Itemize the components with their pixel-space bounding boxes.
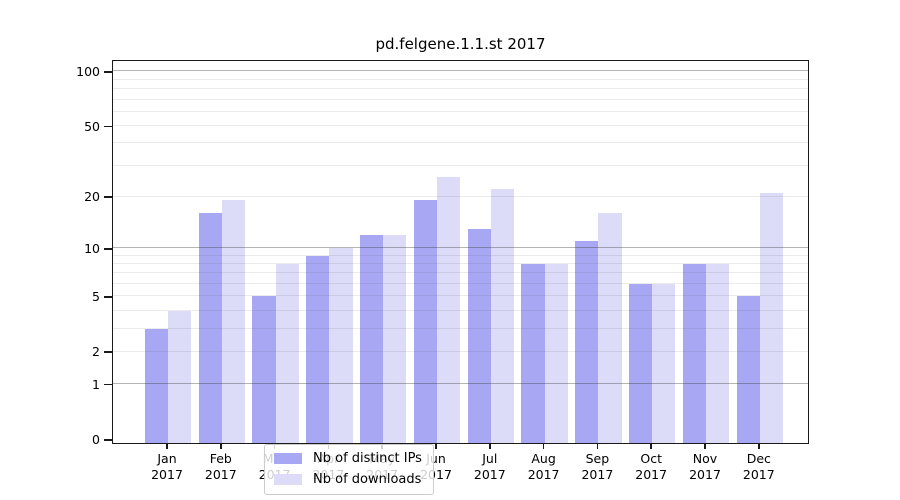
bar-ips-apr bbox=[306, 255, 330, 443]
gridline-minor bbox=[113, 309, 808, 311]
y-tick-label: 50 bbox=[84, 118, 100, 134]
x-tick-label: Oct 2017 bbox=[635, 451, 668, 482]
y-tick-label: 20 bbox=[84, 189, 100, 205]
gridline-minor bbox=[113, 142, 808, 144]
y-tick bbox=[104, 351, 112, 354]
bar-ips-jun bbox=[413, 200, 437, 443]
y-tick-label: 0 bbox=[92, 432, 100, 447]
x-tick bbox=[435, 444, 437, 449]
x-tick bbox=[220, 444, 222, 449]
gridline-major bbox=[113, 70, 808, 72]
x-tick-label: Nov 2017 bbox=[689, 451, 721, 482]
chart-title: pd.felgene.1.1.st 2017 bbox=[375, 35, 546, 53]
gridline-minor bbox=[113, 272, 808, 274]
gridline-minor bbox=[113, 350, 808, 352]
bar-downloads-may bbox=[383, 234, 407, 443]
y-tick-label: 10 bbox=[84, 241, 100, 256]
bar-ips-feb bbox=[198, 213, 222, 443]
gridline-minor bbox=[113, 295, 808, 297]
x-tick-label: Feb 2017 bbox=[204, 451, 237, 482]
x-tick bbox=[758, 444, 760, 449]
y-tick-label: 100 bbox=[76, 64, 100, 80]
y-tick bbox=[104, 196, 112, 199]
bar-ips-oct bbox=[628, 284, 653, 443]
x-tick bbox=[650, 444, 652, 449]
gridline-minor bbox=[113, 195, 808, 197]
bar-downloads-oct bbox=[652, 284, 676, 443]
plot-area bbox=[112, 60, 809, 444]
bar-downloads-jul bbox=[490, 189, 515, 443]
y-tick bbox=[104, 71, 112, 73]
bar-downloads-mar bbox=[275, 264, 299, 443]
y-tick bbox=[104, 296, 112, 298]
bar-ips-nov bbox=[682, 264, 706, 443]
gridline-minor bbox=[113, 110, 808, 112]
gridline-minor bbox=[113, 78, 808, 80]
bar-downloads-sep bbox=[598, 213, 622, 443]
y-tick bbox=[104, 125, 112, 128]
bar-downloads-aug bbox=[544, 264, 568, 443]
x-tick-label: Dec 2017 bbox=[742, 451, 775, 482]
bar-downloads-dec bbox=[759, 192, 784, 443]
y-tick-label: 1 bbox=[92, 376, 100, 392]
bar-ips-dec bbox=[736, 296, 760, 443]
x-tick-label: Jan 2017 bbox=[151, 451, 183, 482]
gridline-major bbox=[113, 247, 808, 248]
legend-row-ips: Nb of distinct IPs bbox=[274, 451, 422, 466]
legend-swatch-downloads bbox=[274, 474, 302, 485]
bar-ips-sep bbox=[575, 241, 599, 443]
gridline-minor bbox=[113, 283, 808, 284]
bar-ips-jul bbox=[467, 228, 491, 443]
x-tick bbox=[166, 444, 168, 449]
gridline-minor bbox=[113, 263, 808, 264]
bar-downloads-nov bbox=[706, 264, 730, 443]
x-tick-label: Aug 2017 bbox=[527, 451, 560, 482]
bar-downloads-apr bbox=[329, 248, 353, 443]
gridline-minor bbox=[113, 327, 808, 329]
legend-row-downloads: Nb of downloads bbox=[274, 472, 422, 487]
gridline-minor bbox=[113, 164, 808, 166]
y-tick-label: 5 bbox=[92, 289, 100, 305]
bar-downloads-jan bbox=[168, 310, 192, 443]
x-tick bbox=[542, 444, 545, 449]
bar-downloads-jun bbox=[437, 176, 461, 443]
gridline-minor bbox=[113, 98, 808, 100]
y-tick bbox=[104, 439, 112, 441]
gridline-minor bbox=[113, 124, 808, 126]
bar-ips-aug bbox=[521, 264, 545, 443]
bar-ips-jan bbox=[144, 328, 168, 443]
x-tick-label: Jul 2017 bbox=[473, 451, 506, 482]
legend-label-downloads: Nb of downloads bbox=[313, 472, 422, 487]
y-tick-label: 2 bbox=[92, 344, 100, 360]
x-tick bbox=[704, 444, 706, 449]
legend-label-ips: Nb of distinct IPs bbox=[313, 451, 422, 466]
bar-ips-mar bbox=[252, 296, 276, 443]
y-tick bbox=[104, 248, 112, 250]
x-tick bbox=[489, 444, 491, 449]
gridline-minor bbox=[113, 254, 808, 256]
y-tick bbox=[104, 383, 112, 386]
bar-downloads-feb bbox=[221, 200, 246, 443]
legend: Nb of distinct IPs Nb of downloads bbox=[264, 444, 434, 495]
legend-swatch-ips bbox=[274, 453, 302, 464]
x-tick-label: Sep 2017 bbox=[581, 451, 614, 482]
x-tick bbox=[596, 444, 599, 449]
bar-ips-may bbox=[359, 234, 384, 443]
gridline-major bbox=[113, 382, 808, 384]
gridline-minor bbox=[113, 88, 808, 89]
